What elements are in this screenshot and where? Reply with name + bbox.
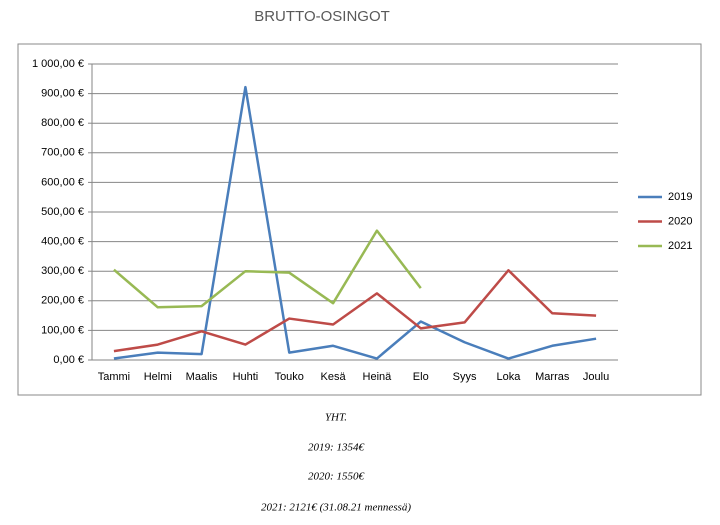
x-tick-label: Kesä bbox=[321, 371, 347, 383]
legend-label: 2020 bbox=[668, 215, 692, 227]
y-tick-label: 400,00 € bbox=[41, 236, 84, 248]
x-tick-label: Huhti bbox=[233, 371, 259, 383]
y-tick-label: 200,00 € bbox=[41, 295, 84, 307]
y-tick-label: 700,00 € bbox=[41, 147, 84, 159]
y-tick-label: 100,00 € bbox=[41, 324, 84, 336]
x-tick-label: Loka bbox=[496, 371, 521, 383]
x-tick-label: Helmi bbox=[144, 371, 172, 383]
y-tick-label: 800,00 € bbox=[41, 117, 84, 129]
x-tick-label: Joulu bbox=[583, 371, 609, 383]
series-line bbox=[113, 85, 597, 360]
y-tick-label: 900,00 € bbox=[41, 88, 84, 100]
x-tick-label: Touko bbox=[275, 371, 304, 383]
legend-label: 2019 bbox=[668, 191, 692, 203]
note: 2021: 2121€ (31.08.21 mennessä) bbox=[261, 502, 411, 514]
x-tick-label: Tammi bbox=[98, 371, 130, 383]
chart-title: BRUTTO-OSINGOT bbox=[254, 8, 390, 25]
x-tick-label: Maalis bbox=[186, 371, 218, 383]
y-tick-label: 1 000,00 € bbox=[32, 58, 84, 70]
x-tick-label: Heinä bbox=[363, 371, 393, 383]
series-line bbox=[113, 229, 422, 309]
y-tick-label: 500,00 € bbox=[41, 206, 84, 218]
note: YHT. bbox=[325, 412, 347, 424]
x-tick-label: Marras bbox=[535, 371, 570, 383]
series-line bbox=[113, 269, 597, 353]
y-tick-label: 600,00 € bbox=[41, 176, 84, 188]
x-tick-label: Elo bbox=[413, 371, 429, 383]
legend-label: 2021 bbox=[668, 240, 692, 252]
y-tick-label: 0,00 € bbox=[53, 354, 84, 366]
y-tick-label: 300,00 € bbox=[41, 265, 84, 277]
chart-border bbox=[17, 43, 702, 396]
note: 2019: 1354€ bbox=[308, 442, 364, 454]
x-tick-label: Syys bbox=[453, 371, 477, 383]
note: 2020: 1550€ bbox=[308, 471, 364, 483]
